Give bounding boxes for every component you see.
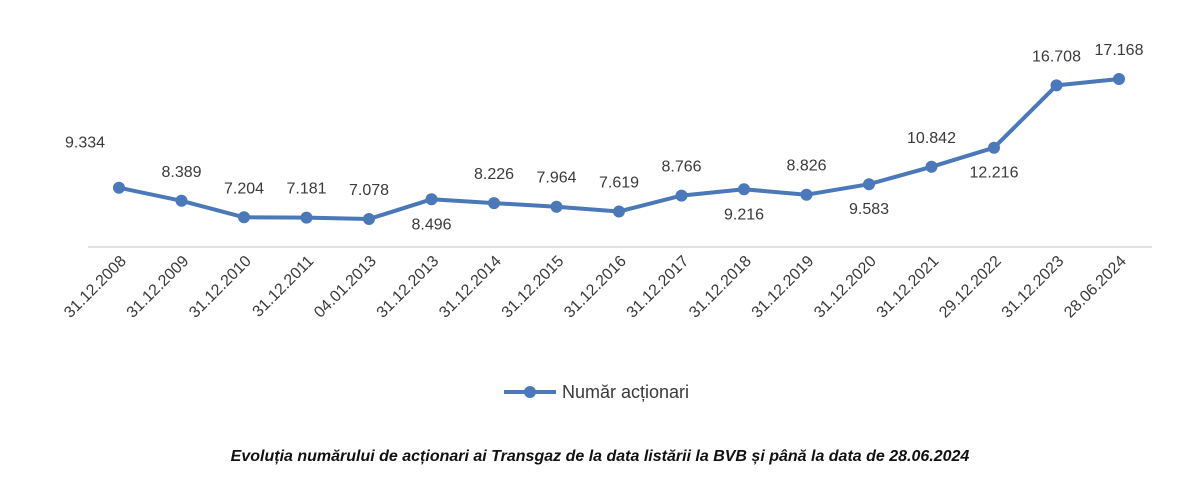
line-chart: 9.334 8.389 7.204 7.181 7.078 8.496 8.226 7.964… xyxy=(61,42,1152,402)
x-tick-labels: 31.12.200831.12.200931.12.201031.12.2011… xyxy=(61,253,1130,322)
chart-caption: Evoluția numărului de acționari ai Trans… xyxy=(230,448,970,465)
data-point xyxy=(113,181,125,194)
data-point xyxy=(1050,79,1063,92)
data-point xyxy=(1113,73,1125,85)
legend-label: Număr acționari xyxy=(562,382,689,402)
data-point xyxy=(425,193,438,206)
data-label: 8.766 xyxy=(661,159,701,176)
series-line xyxy=(118,77,1120,221)
x-tick-label: 31.12.2016 xyxy=(561,253,630,322)
x-tick-label: 31.12.2013 xyxy=(374,253,443,322)
data-label: 8.496 xyxy=(411,216,451,233)
series-layer xyxy=(113,73,1125,225)
x-tick-label: 31.12.2018 xyxy=(686,253,755,322)
x-tick-label: 31.12.2011 xyxy=(250,253,318,321)
data-point xyxy=(488,197,500,210)
x-tick-label: 31.12.2023 xyxy=(999,253,1068,322)
data-label: 9.334 xyxy=(65,135,105,152)
x-tick-label: 31.12.2010 xyxy=(186,253,255,322)
data-label: 7.204 xyxy=(224,180,264,197)
data-point xyxy=(675,189,688,202)
x-tick-label: 31.12.2020 xyxy=(811,253,880,322)
data-point xyxy=(863,178,875,191)
data-label: 17.168 xyxy=(1095,42,1144,59)
data-label: 7.181 xyxy=(286,181,326,198)
data-label: 7.619 xyxy=(599,175,639,192)
legend: Număr acționari xyxy=(504,382,689,402)
x-tick-label: 31.12.2021 xyxy=(874,253,943,322)
legend-marker xyxy=(524,386,536,398)
x-tick-label: 31.12.2014 xyxy=(436,253,505,322)
x-tick-label: 28.06.2024 xyxy=(1061,253,1130,322)
data-point xyxy=(550,200,563,213)
data-label: 7.964 xyxy=(536,170,576,187)
data-label: 8.389 xyxy=(161,164,201,181)
data-label: 7.078 xyxy=(349,182,389,199)
data-point xyxy=(175,194,188,207)
data-point xyxy=(363,213,375,225)
data-point xyxy=(800,188,813,201)
data-labels: 9.334 8.389 7.204 7.181 7.078 8.496 8.226 7.964… xyxy=(65,42,1144,233)
x-tick-label: 31.12.2017 xyxy=(624,253,693,322)
data-label: 8.226 xyxy=(474,166,514,183)
x-tick-label: 31.12.2009 xyxy=(124,253,193,322)
data-point xyxy=(925,160,938,173)
data-point xyxy=(238,211,250,224)
data-label: 9.583 xyxy=(849,201,889,218)
data-point xyxy=(613,205,625,218)
data-label: 16.708 xyxy=(1032,48,1081,65)
data-point xyxy=(988,141,1000,154)
data-label: 10.842 xyxy=(907,130,956,147)
data-label: 8.826 xyxy=(786,158,826,175)
x-tick-label: 31.12.2008 xyxy=(61,253,130,322)
data-point xyxy=(738,183,750,196)
x-tick-label: 31.12.2015 xyxy=(499,253,568,322)
x-tick-label: 31.12.2019 xyxy=(749,253,818,322)
x-tick-label: 04.01.2013 xyxy=(311,253,380,322)
data-label: 12.216 xyxy=(970,165,1019,182)
x-tick-label: 29.12.2022 xyxy=(936,253,1005,322)
data-point xyxy=(300,211,313,224)
data-label: 9.216 xyxy=(724,206,764,223)
